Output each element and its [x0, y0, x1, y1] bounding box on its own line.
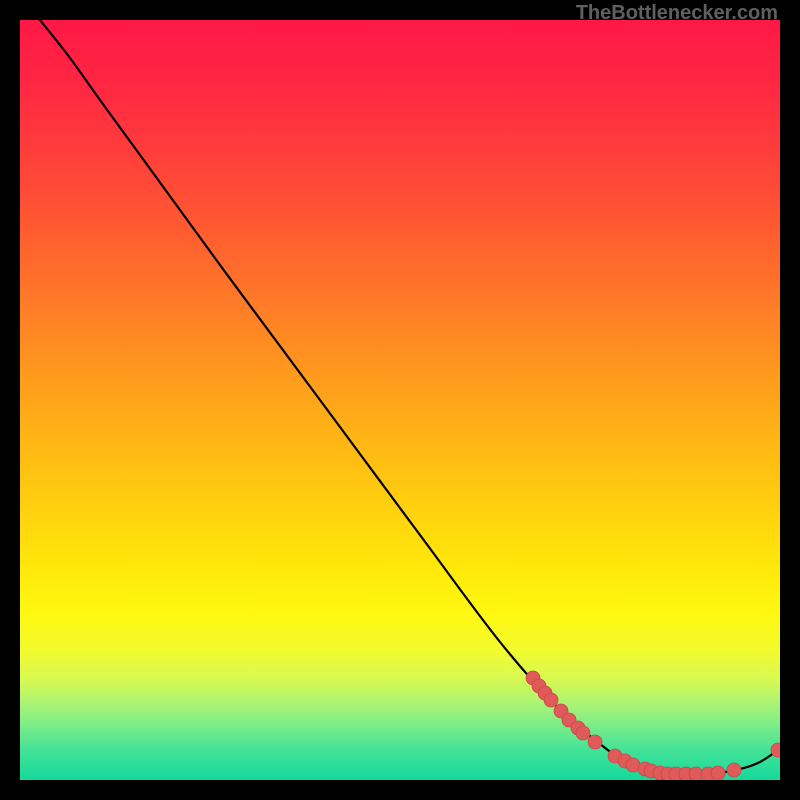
chart-background — [20, 20, 780, 780]
chart-svg — [20, 20, 780, 780]
data-marker — [588, 735, 602, 749]
bottleneck-chart — [20, 20, 780, 780]
data-marker — [576, 726, 590, 740]
watermark-text: TheBottlenecker.com — [576, 2, 778, 25]
data-marker — [544, 693, 558, 707]
data-marker — [711, 766, 725, 780]
data-marker — [727, 763, 741, 777]
